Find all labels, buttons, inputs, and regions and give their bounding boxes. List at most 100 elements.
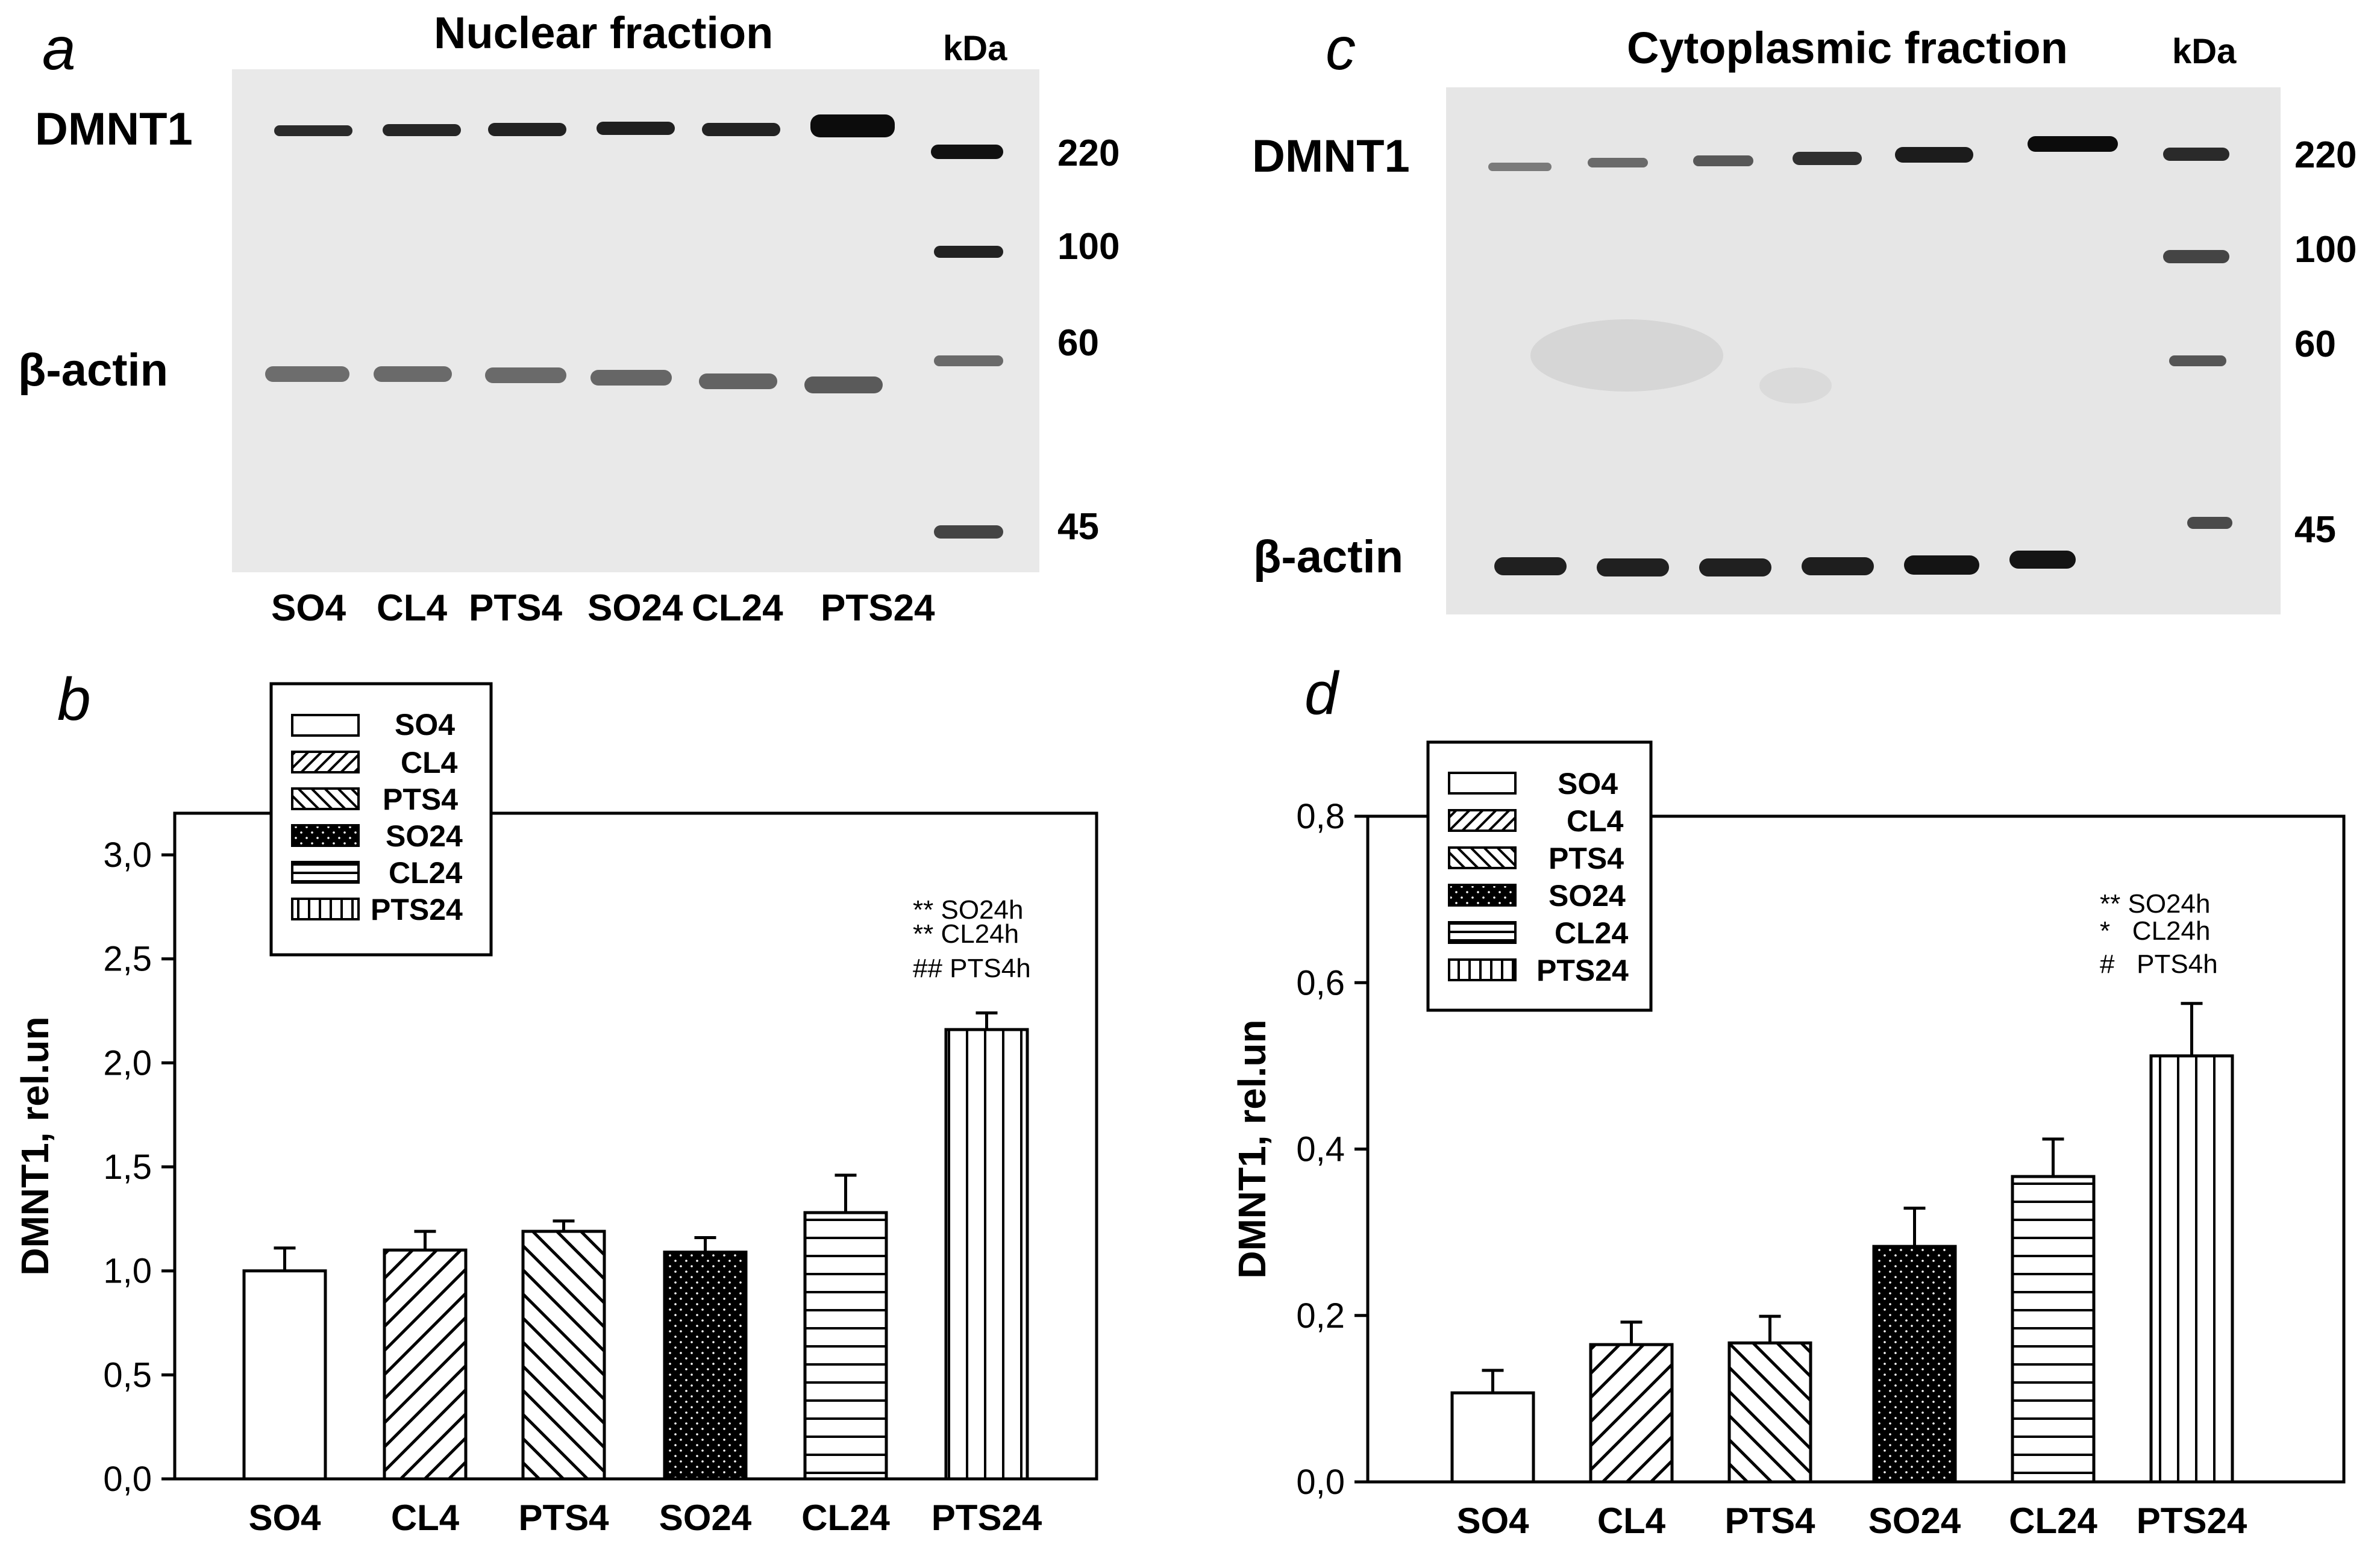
legend-label: PTS24: [1536, 954, 1629, 987]
panel-c: c Cytoplasmic fraction kDa DMNT1 β-actin: [1252, 15, 2357, 614]
band: [597, 122, 675, 135]
legend-swatch: [1448, 921, 1517, 944]
actin-bands-a: [265, 366, 883, 393]
dmnt1-bands-a: [274, 114, 895, 137]
y-tick-label: 1,0: [103, 1252, 152, 1291]
band: [1793, 152, 1862, 165]
bar-so4: [1450, 1391, 1535, 1484]
x-tick-label: PTS24: [932, 1498, 1042, 1538]
y-tick-label: 0,4: [1296, 1130, 1345, 1169]
band: [265, 366, 349, 382]
annotation-line: # PTS4h: [2100, 949, 2218, 979]
y-tick-label: 0,0: [1296, 1463, 1345, 1502]
marker-label: 60: [2294, 323, 2336, 365]
blot-smear: [1530, 319, 1723, 392]
legend-label: SO24: [386, 819, 463, 853]
ladder-band: [2163, 148, 2229, 161]
lane-label: PTS24: [821, 587, 935, 629]
blot-title-nuclear: Nuclear fraction: [434, 8, 773, 58]
marker-label: 220: [2294, 134, 2357, 176]
panel-letter-a: a: [42, 15, 76, 83]
protein-label-dmnt1-c: DMNT1: [1252, 131, 1410, 182]
kda-label-a: kDa: [943, 29, 1007, 68]
band: [1699, 558, 1771, 576]
bar-pts24: [2149, 1054, 2234, 1484]
x-tick-label: SO24: [659, 1498, 752, 1538]
x-tick-label: CL24: [2009, 1501, 2097, 1541]
band: [810, 114, 895, 137]
kda-label-c: kDa: [2172, 32, 2237, 71]
legend-label: PTS4: [1549, 842, 1624, 875]
band: [699, 373, 777, 389]
marker-label: 45: [2294, 509, 2336, 551]
x-tick-label: CL4: [1597, 1501, 1666, 1541]
legend-label: SO24: [1549, 879, 1626, 913]
bar-pts24: [944, 1028, 1029, 1481]
legend-swatch: [1448, 884, 1517, 907]
ladder-band: [2187, 517, 2232, 529]
bar-cl24: [2011, 1175, 2096, 1484]
x-tick-label: CL4: [391, 1498, 460, 1538]
protein-label-actin-c: β-actin: [1253, 531, 1403, 583]
y-tick-label: 0,5: [103, 1355, 152, 1395]
band: [485, 367, 566, 383]
x-tick-label: SO4: [248, 1498, 321, 1538]
bar-so24: [663, 1251, 748, 1481]
band: [804, 376, 883, 393]
x-tick-label: SO4: [1456, 1501, 1529, 1541]
band: [1488, 163, 1552, 171]
dmnt1-bands-c: [1488, 136, 2118, 171]
legend-swatch: [291, 714, 360, 737]
legend-swatch: [291, 824, 360, 847]
annotation-line: ** SO24h: [2100, 889, 2210, 919]
band: [488, 123, 566, 136]
y-axis-label: DMNT1, rel.un: [13, 1016, 57, 1275]
band: [374, 366, 452, 382]
ladder-band: [2169, 355, 2226, 366]
bar-chart-b: 0,0 0,5 1,0 1,5 2,0 2,5 3,0 DMNT1, rel.un SO4 CL4…: [13, 811, 1098, 1538]
protein-label-actin-a: β-actin: [18, 345, 168, 396]
legend-swatch: [291, 751, 360, 773]
bar-so24: [1872, 1245, 1957, 1484]
annotation-line: ** CL24h: [913, 919, 1019, 949]
annotation-line: ** SO24h: [913, 895, 1023, 925]
bar-pts4: [521, 1229, 606, 1481]
bar-so4: [242, 1269, 327, 1481]
ladder-band: [934, 525, 1003, 539]
band: [1895, 147, 1973, 163]
band: [2028, 136, 2118, 152]
blot-title-cytoplasmic: Cytoplasmic fraction: [1627, 23, 2068, 73]
legend-swatch: [1448, 846, 1517, 869]
bar-pts4: [1727, 1341, 1812, 1484]
annotation-b: ** SO24h ** CL24h ## PTS4h: [913, 895, 1031, 983]
panel-letter-d: d: [1304, 660, 1340, 727]
x-tick-label: SO24: [1868, 1501, 1961, 1541]
ladder-band: [931, 145, 1003, 159]
panel-letter-b: b: [57, 666, 91, 733]
legend-d: SO4 CL4 PTS4 SO24 CL24 PTS24: [1426, 740, 1653, 1012]
band: [1904, 555, 1979, 575]
annotation-line: ## PTS4h: [913, 954, 1031, 983]
ladder-a: [931, 145, 1003, 539]
marker-label: 100: [1057, 226, 1120, 267]
legend-label: CL4: [401, 746, 458, 780]
ladder-c: [2163, 148, 2232, 529]
y-tick-label: 3,0: [103, 836, 152, 875]
annotation-d: ** SO24h * CL24h # PTS4h: [2100, 889, 2218, 979]
marker-label: 45: [1057, 506, 1099, 548]
panel-b: b 0,0 0,5 1,0 1,5 2,0 2,5 3,0 DMNT1, rel.un SO4 C…: [13, 666, 1098, 1538]
blot-membrane-a: [232, 69, 1039, 572]
legend-b: SO4 CL4 PTS4 SO24 CL24 PTS24: [269, 682, 493, 957]
legend-label: CL24: [389, 856, 462, 890]
x-tick-label: PTS4: [1724, 1501, 1815, 1541]
legend-swatch: [1448, 772, 1517, 795]
y-tick-label: 2,0: [103, 1043, 152, 1083]
annotation-line: * CL24h: [2100, 916, 2210, 946]
band: [1802, 557, 1874, 575]
legend-label: PTS4: [383, 783, 458, 816]
legend-swatch: [291, 787, 360, 810]
band: [1693, 155, 1753, 166]
legend-swatch: [291, 898, 360, 920]
